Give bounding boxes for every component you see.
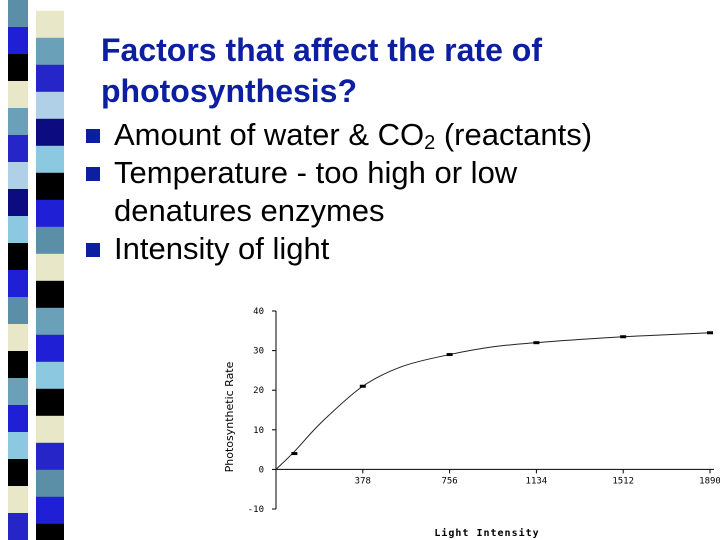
- x-tick-label: 1890: [699, 476, 720, 486]
- x-tick-label: 378: [355, 476, 371, 486]
- rate-curve: [275, 332, 711, 470]
- square-bullet-icon: [86, 243, 100, 257]
- stripe-block-right: [36, 91, 64, 120]
- stripe-block-right: [36, 253, 64, 282]
- stripe-block-right: [36, 37, 64, 66]
- stripe-block-right: [36, 496, 64, 525]
- stripe-block-left: [8, 378, 28, 406]
- x-tick-label: 1512: [612, 476, 634, 486]
- stripe-block-left: [8, 216, 28, 244]
- stripe-block-right: [36, 334, 64, 363]
- chart-axes: [275, 311, 714, 509]
- stripe-block-right: [36, 172, 64, 201]
- stripe-block-right: [36, 388, 64, 417]
- y-tick-label: 0: [259, 465, 264, 475]
- chart-points: [291, 331, 713, 456]
- stripe-block-right: [36, 118, 64, 147]
- bullet-text-reactants-post: (reactants): [435, 117, 593, 152]
- title-line-2: photosynthesis?: [101, 73, 358, 109]
- stripe-block-left: [8, 459, 28, 487]
- bullet-item-temperature: Temperature - too high or low denatures …: [86, 154, 706, 230]
- stripe-block-right: [36, 226, 64, 255]
- bullet-item-light: Intensity of light: [86, 230, 706, 268]
- stripe-block-left: [8, 405, 28, 433]
- stripe-block-left: [8, 270, 28, 298]
- photosynthesis-chart: -10 0 10 20 30 40 378 756 1134 1512 1890 Photosynt…: [223, 307, 720, 539]
- stripe-block-left: [8, 297, 28, 325]
- stripe-block-right: [36, 145, 64, 174]
- stripe-block-right: [36, 280, 64, 309]
- decorative-stripe: [8, 0, 64, 540]
- data-point: [446, 353, 453, 357]
- stripe-block-left: [8, 81, 28, 109]
- stripe-block-right: [36, 415, 64, 444]
- bullet-text-light: Intensity of light: [114, 231, 330, 266]
- stripe-block-left: [8, 54, 28, 82]
- stripe-block-left: [8, 513, 28, 540]
- square-bullet-icon: [86, 167, 100, 181]
- stripe-block-right: [36, 361, 64, 390]
- title-line-1: Factors that affect the rate of: [101, 32, 542, 68]
- stripe-block-right: [36, 307, 64, 336]
- data-point: [707, 331, 713, 335]
- stripe-block-right: [36, 523, 64, 540]
- stripe-block-right: [36, 469, 64, 498]
- stripe-block-right: [36, 199, 64, 228]
- stripe-block-left: [8, 324, 28, 352]
- stripe-block-right: [36, 64, 64, 93]
- data-point: [620, 335, 627, 339]
- slide-title: Factors that affect the rate of photosyn…: [101, 30, 661, 112]
- stripe-block-left: [8, 108, 28, 136]
- stripe-block-left: [8, 243, 28, 271]
- stripe-block-left: [8, 351, 28, 379]
- square-bullet-icon: [86, 129, 100, 143]
- x-tick-label: 756: [441, 476, 457, 486]
- stripe-block-left: [8, 189, 28, 217]
- stripe-block-left: [8, 0, 28, 28]
- y-axis-label: Photosynthetic Rate: [223, 361, 236, 472]
- chart-ticks: -10 0 10 20 30 40 378 756 1134 1512 1890: [248, 307, 720, 515]
- y-tick-label: 20: [253, 386, 264, 396]
- bullet-item-reactants: Amount of water & CO2 (reactants): [86, 116, 706, 154]
- data-point: [533, 341, 540, 345]
- x-axis-label: Light Intensity: [434, 527, 539, 539]
- bullet-text-temperature-line1: Temperature - too high or low: [114, 155, 518, 190]
- stripe-block-right: [36, 442, 64, 471]
- y-tick-label: 10: [253, 426, 264, 436]
- stripe-block-left: [8, 486, 28, 514]
- bullet-text-reactants-pre: Amount of water & CO: [114, 117, 425, 152]
- stripe-block-left: [8, 162, 28, 190]
- data-point: [359, 384, 366, 388]
- data-point: [291, 452, 298, 456]
- stripe-block-left: [8, 135, 28, 163]
- bullet-text-subscript: 2: [424, 132, 436, 154]
- y-tick-label: -10: [248, 505, 264, 515]
- y-tick-label: 40: [253, 307, 264, 317]
- bullet-text-temperature-line2: denatures enzymes: [114, 193, 385, 228]
- y-tick-label: 30: [253, 347, 264, 357]
- bullet-list: Amount of water & CO2 (reactants) Temper…: [86, 116, 706, 268]
- stripe-block-right: [36, 10, 64, 39]
- stripe-block-left: [8, 27, 28, 55]
- x-tick-label: 1134: [526, 476, 548, 486]
- stripe-block-left: [8, 432, 28, 460]
